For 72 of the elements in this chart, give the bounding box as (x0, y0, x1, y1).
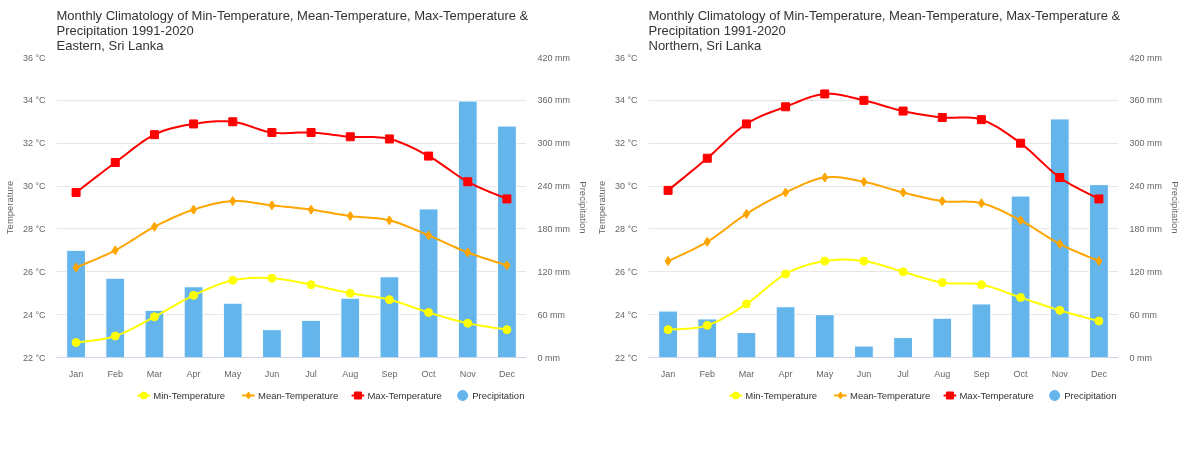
y-tick-label: 28 °C (614, 223, 638, 234)
legend-label: Mean-Temperature (849, 390, 931, 401)
chart-title: Monthly Climatology of Min-Temperature, Mean-Temperature, Max-Temperature & Precipitation 1991-2020 (56, 7, 529, 38)
y2-tick-label: 420 mm (1129, 52, 1163, 63)
y-tick-label: 32 °C (614, 138, 638, 149)
y-tick-label: 34 °C (614, 95, 638, 106)
y2-axis-title: Precipitation (578, 181, 590, 234)
x-tick-label: Jun (264, 368, 280, 379)
x-tick-label: Nov (459, 368, 477, 379)
y2-tick-label: 180 mm (537, 223, 571, 234)
legend-label: Mean-Temperature (257, 390, 339, 401)
y-tick-label: 22 °C (22, 352, 46, 363)
x-tick-label: Nov (1051, 368, 1069, 379)
x-tick-label: Dec (498, 368, 516, 379)
y-tick-label: 34 °C (22, 95, 46, 106)
x-tick-label: Jan (660, 368, 676, 379)
legend-label: Precipitation (1064, 390, 1117, 401)
y2-tick-label: 360 mm (537, 95, 571, 106)
x-tick-label: Apr (778, 368, 793, 379)
y2-tick-label: 360 mm (1129, 95, 1163, 106)
y2-tick-label: 0 mm (537, 352, 560, 363)
y2-tick-label: 120 mm (1129, 266, 1163, 277)
legend-label: Min-Temperature (745, 390, 818, 401)
y2-tick-label: 60 mm (537, 309, 566, 320)
legend-label: Max-Temperature (367, 390, 442, 401)
x-tick-label: Jul (305, 368, 317, 379)
x-tick-label: Jan (68, 368, 84, 379)
y-tick-label: 26 °C (22, 266, 46, 277)
y2-tick-label: 300 mm (1129, 138, 1163, 149)
y2-tick-label: 60 mm (1129, 309, 1158, 320)
legend-label: Max-Temperature (959, 390, 1034, 401)
chart-subtitle: Northern, Sri Lanka (648, 37, 762, 53)
chart-title: Monthly Climatology of Min-Temperature, Mean-Temperature, Max-Temperature & Precipitation 1991-2020 (648, 7, 1121, 38)
y-axis-title: Temperature (3, 180, 15, 235)
legend-label: Min-Temperature (153, 390, 226, 401)
y2-tick-label: 120 mm (537, 266, 571, 277)
y2-tick-label: 300 mm (537, 138, 571, 149)
y-tick-label: 30 °C (614, 181, 638, 192)
y-axis-title: Temperature (595, 180, 607, 235)
x-tick-label: Aug (934, 368, 951, 379)
x-tick-label: Sep (973, 368, 990, 379)
x-tick-label: Oct (421, 368, 437, 379)
x-tick-label: Aug (342, 368, 359, 379)
chart-subtitle: Eastern, Sri Lanka (56, 37, 165, 53)
y-tick-label: 32 °C (22, 138, 46, 149)
x-tick-label: Sep (381, 368, 398, 379)
x-tick-label: Mar (146, 368, 163, 379)
x-tick-label: Apr (186, 368, 201, 379)
x-tick-label: Dec (1090, 368, 1108, 379)
legend-label: Precipitation (472, 390, 525, 401)
x-tick-label: May (224, 368, 242, 379)
y-tick-label: 30 °C (22, 181, 46, 192)
y-tick-label: 28 °C (22, 223, 46, 234)
y-tick-label: 22 °C (614, 352, 638, 363)
y-tick-label: 24 °C (614, 309, 638, 320)
x-tick-label: Jul (897, 368, 909, 379)
x-tick-label: May (816, 368, 834, 379)
y-tick-label: 36 °C (22, 52, 46, 63)
y-tick-label: 36 °C (614, 52, 638, 63)
x-tick-label: Feb (107, 368, 124, 379)
y2-axis-title: Precipitation (1170, 181, 1182, 234)
x-tick-label: Mar (738, 368, 755, 379)
y-tick-label: 24 °C (22, 309, 46, 320)
x-tick-label: Feb (699, 368, 716, 379)
y2-tick-label: 180 mm (1129, 223, 1163, 234)
x-tick-label: Jun (856, 368, 872, 379)
y2-tick-label: 0 mm (1129, 352, 1152, 363)
x-tick-label: Oct (1013, 368, 1029, 379)
y2-tick-label: 240 mm (537, 181, 571, 192)
y-tick-label: 26 °C (614, 266, 638, 277)
y2-tick-label: 240 mm (1129, 181, 1163, 192)
y2-tick-label: 420 mm (537, 52, 571, 63)
